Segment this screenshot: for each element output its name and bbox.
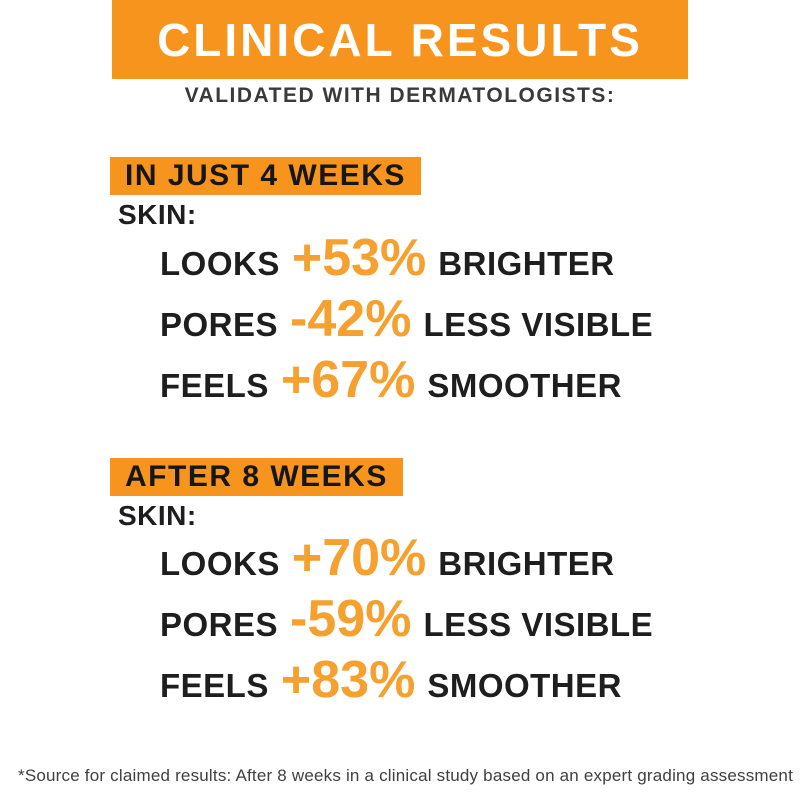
- stat-row-looks-brighter: LOOKS +70% BRIGHTER: [160, 528, 653, 589]
- stat-value: +83%: [280, 651, 416, 709]
- stat-prefix: FEELS: [160, 367, 269, 404]
- subtitle: VALIDATED WITH DERMATOLOGISTS:: [184, 84, 616, 107]
- stat-row-looks-brighter: LOOKS +53% BRIGHTER: [160, 228, 653, 289]
- stat-suffix: LESS VISIBLE: [423, 306, 654, 343]
- stat-prefix: LOOKS: [160, 245, 280, 282]
- stat-value: +53%: [291, 229, 427, 287]
- stat-value: +67%: [280, 351, 416, 409]
- section-banner-8-weeks: AFTER 8 WEEKS: [110, 458, 403, 496]
- skin-label-8-weeks: SKIN:: [118, 500, 197, 531]
- source-footnote: *Source for claimed results: After 8 wee…: [18, 766, 793, 785]
- stats-list-4-weeks: LOOKS +53% BRIGHTER PORES -42% LESS VISIBLE …: [160, 228, 653, 411]
- stat-row-feels-smoother: FEELS +67% SMOOTHER: [160, 350, 653, 411]
- stat-prefix: PORES: [160, 306, 279, 343]
- stat-row-feels-smoother: FEELS +83% SMOOTHER: [160, 650, 653, 711]
- stat-prefix: LOOKS: [160, 545, 280, 582]
- stat-suffix: SMOOTHER: [427, 667, 622, 704]
- stat-value: -42%: [290, 290, 412, 348]
- stat-suffix: SMOOTHER: [427, 367, 622, 404]
- stat-row-pores-less-visible: PORES -59% LESS VISIBLE: [160, 589, 653, 650]
- stat-row-pores-less-visible: PORES -42% LESS VISIBLE: [160, 289, 653, 350]
- stat-suffix: LESS VISIBLE: [423, 606, 654, 643]
- stat-prefix: PORES: [160, 606, 279, 643]
- stats-list-8-weeks: LOOKS +70% BRIGHTER PORES -59% LESS VISIBLE …: [160, 528, 653, 711]
- stat-prefix: FEELS: [160, 667, 269, 704]
- section-banner-4-weeks: IN JUST 4 WEEKS: [110, 157, 421, 195]
- stat-suffix: BRIGHTER: [438, 245, 615, 282]
- page-title: CLINICAL RESULTS: [157, 13, 643, 66]
- header-banner: CLINICAL RESULTS: [112, 0, 688, 79]
- skin-label-4-weeks: SKIN:: [118, 199, 197, 230]
- stat-value: +70%: [291, 529, 427, 587]
- stat-value: -59%: [290, 590, 412, 648]
- stat-suffix: BRIGHTER: [438, 545, 615, 582]
